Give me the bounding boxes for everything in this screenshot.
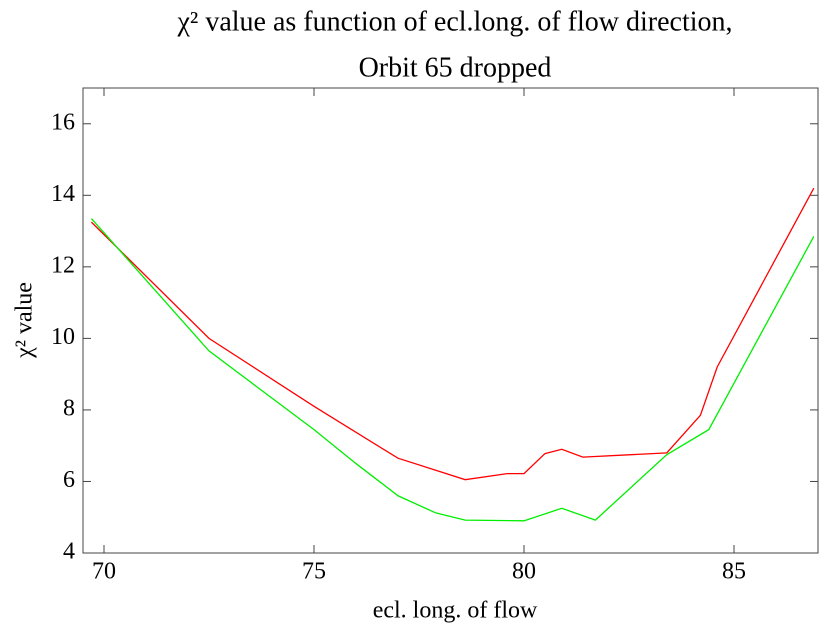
- line: [90, 187, 815, 481]
- y-tick-label: 16: [51, 109, 75, 135]
- y-tick-label: 10: [51, 324, 75, 350]
- line: [90, 218, 815, 522]
- y-tick-label: 12: [51, 252, 75, 278]
- x-tick-label: 75: [302, 559, 326, 585]
- chart-title: Orbit 65 dropped: [359, 52, 552, 83]
- y-tick-label: 4: [63, 539, 75, 565]
- y-tick-label: 8: [63, 395, 75, 421]
- x-tick-label: 70: [92, 559, 116, 585]
- x-axis-label: ecl. long. of flow: [373, 598, 538, 624]
- x-tick-label: 85: [722, 559, 746, 585]
- x-tick-label: 80: [512, 559, 536, 585]
- y-tick-label: 14: [51, 181, 75, 207]
- plot-frame: [82, 87, 819, 554]
- y-tick-label: 6: [63, 467, 75, 493]
- y-axis-label: χ² value: [12, 282, 38, 359]
- chart-title: χ² value as function of ecl.long. of flo…: [177, 6, 733, 37]
